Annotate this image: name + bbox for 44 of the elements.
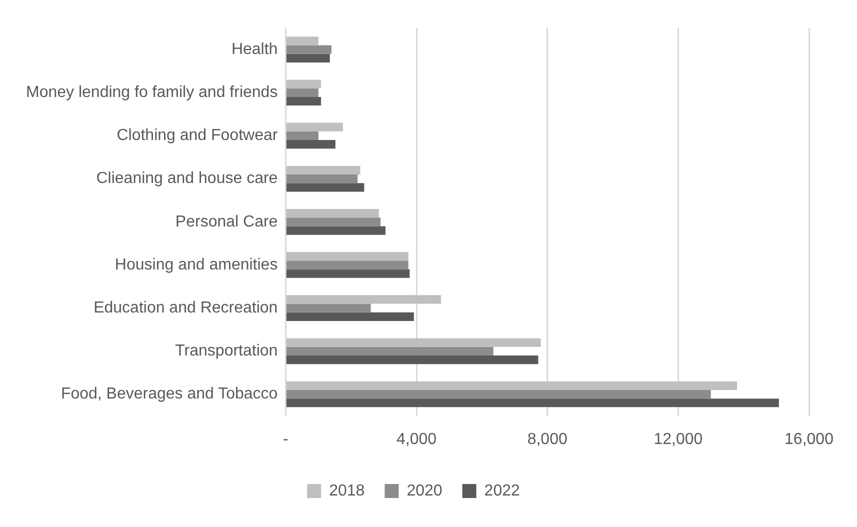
y-tick-label: Clieaning and house care [96,170,278,188]
y-tick-label: Transportation [175,342,278,360]
bar [286,174,358,184]
x-tick-label: 8,000 [527,430,568,448]
y-tick-label: Health [231,40,278,58]
bar [286,36,318,46]
bar [286,381,738,390]
bar [286,54,330,62]
bar [286,390,711,399]
bar [286,260,408,270]
legend-label: 2020 [406,482,442,500]
y-tick-label: Clothing and Footwear [116,127,278,144]
x-tick-label: 12,000 [654,430,703,448]
bar [286,295,442,304]
y-tick-label: Food, Beverages and Tobacco [60,386,278,403]
bar [286,140,336,149]
bar [286,218,381,226]
bar [286,166,360,174]
bar [286,183,364,192]
bar [286,398,779,408]
legend-label: 2018 [329,482,365,500]
y-tick-label: Personal Care [175,213,278,230]
bar [286,346,494,356]
legend-label: 2022 [484,482,520,500]
bar [286,355,538,364]
bar [286,269,410,278]
y-tick-label: Housing and amenities [114,256,278,274]
bar [286,252,408,261]
bar [286,45,332,54]
x-tick-label: 4,000 [396,430,437,448]
bar [286,312,414,322]
x-tick-label: - [283,430,288,448]
bar [286,96,322,106]
bar [286,88,318,97]
y-tick-label: Education and Recreation [94,299,278,316]
bar [286,80,322,88]
bar [286,131,318,140]
bar [286,304,371,312]
y-tick-label: Money lending fo family and friends [26,84,278,102]
bar [286,226,386,235]
bar [286,208,379,218]
bar [286,338,541,347]
x-tick-label: 16,000 [784,430,834,448]
bar [286,122,343,132]
